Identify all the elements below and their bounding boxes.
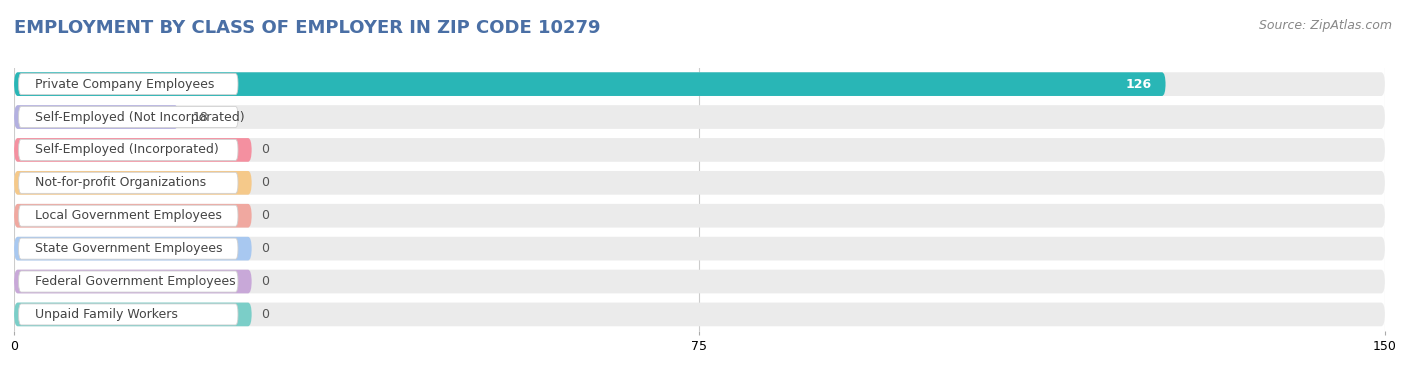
- FancyBboxPatch shape: [14, 303, 252, 326]
- FancyBboxPatch shape: [14, 72, 1166, 96]
- FancyBboxPatch shape: [14, 171, 1385, 195]
- Text: Private Company Employees: Private Company Employees: [35, 77, 215, 91]
- Text: 18: 18: [193, 111, 208, 124]
- FancyBboxPatch shape: [14, 105, 179, 129]
- Text: 0: 0: [262, 275, 269, 288]
- FancyBboxPatch shape: [18, 238, 238, 259]
- FancyBboxPatch shape: [14, 270, 1385, 293]
- FancyBboxPatch shape: [14, 237, 1385, 261]
- Text: 0: 0: [262, 242, 269, 255]
- Text: Source: ZipAtlas.com: Source: ZipAtlas.com: [1258, 19, 1392, 32]
- Text: 0: 0: [262, 143, 269, 156]
- Text: State Government Employees: State Government Employees: [35, 242, 222, 255]
- Text: 126: 126: [1126, 77, 1152, 91]
- FancyBboxPatch shape: [14, 138, 252, 162]
- FancyBboxPatch shape: [18, 74, 238, 95]
- Text: Self-Employed (Not Incorporated): Self-Employed (Not Incorporated): [35, 111, 245, 124]
- FancyBboxPatch shape: [18, 106, 238, 127]
- FancyBboxPatch shape: [14, 204, 252, 227]
- FancyBboxPatch shape: [14, 171, 252, 195]
- Text: Not-for-profit Organizations: Not-for-profit Organizations: [35, 176, 207, 190]
- FancyBboxPatch shape: [18, 139, 238, 161]
- FancyBboxPatch shape: [14, 72, 1385, 96]
- Text: 0: 0: [262, 209, 269, 222]
- FancyBboxPatch shape: [14, 138, 1385, 162]
- FancyBboxPatch shape: [18, 271, 238, 292]
- FancyBboxPatch shape: [14, 204, 1385, 227]
- Text: Local Government Employees: Local Government Employees: [35, 209, 222, 222]
- FancyBboxPatch shape: [18, 205, 238, 226]
- FancyBboxPatch shape: [18, 304, 238, 325]
- FancyBboxPatch shape: [18, 172, 238, 193]
- Text: 0: 0: [262, 176, 269, 190]
- Text: EMPLOYMENT BY CLASS OF EMPLOYER IN ZIP CODE 10279: EMPLOYMENT BY CLASS OF EMPLOYER IN ZIP C…: [14, 19, 600, 37]
- FancyBboxPatch shape: [14, 270, 252, 293]
- Text: Federal Government Employees: Federal Government Employees: [35, 275, 236, 288]
- Text: Self-Employed (Incorporated): Self-Employed (Incorporated): [35, 143, 219, 156]
- FancyBboxPatch shape: [14, 303, 1385, 326]
- FancyBboxPatch shape: [14, 105, 1385, 129]
- Text: Unpaid Family Workers: Unpaid Family Workers: [35, 308, 179, 321]
- FancyBboxPatch shape: [14, 237, 252, 261]
- Text: 0: 0: [262, 308, 269, 321]
